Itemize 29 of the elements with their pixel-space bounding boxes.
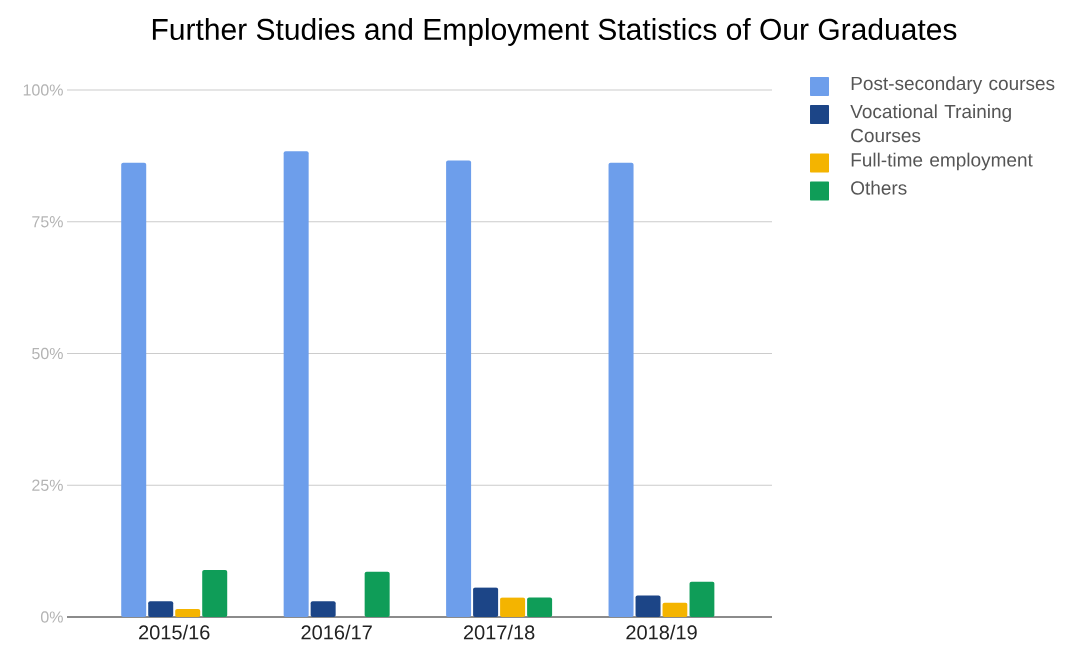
- y-tick-label: 0%: [40, 611, 63, 623]
- bar: [527, 597, 553, 617]
- bar: [310, 601, 336, 617]
- bar: [121, 162, 147, 617]
- bar: [283, 151, 309, 617]
- bar: [662, 602, 688, 617]
- legend-label: Vocational Training Courses: [850, 104, 1011, 143]
- x-tick-label: 2015/16: [139, 624, 210, 640]
- x-tick-label: 2017/18: [463, 624, 535, 640]
- chart-title: Further Studies and Employment Statistics of Our Graduates: [152, 18, 957, 46]
- x-tick-label: 2018/19: [626, 624, 697, 640]
- legend-label: Others: [851, 180, 907, 195]
- bar: [175, 609, 201, 617]
- bar: [446, 160, 472, 617]
- bar: [148, 601, 174, 617]
- y-tick-label: 50%: [32, 347, 63, 360]
- bar: [608, 162, 634, 617]
- legend-label: Post-secondary courses: [851, 76, 1055, 94]
- bar: [500, 597, 526, 617]
- bar: [473, 587, 499, 617]
- x-tick-label: 2016/17: [301, 624, 372, 640]
- bar: [202, 570, 228, 617]
- y-tick-label: 100%: [23, 84, 63, 96]
- legend-label: Full-time employment: [851, 152, 1033, 171]
- bar: [689, 581, 715, 617]
- y-tick-label: 75%: [32, 216, 63, 228]
- bar: [364, 571, 390, 617]
- y-tick-label: 25%: [32, 479, 63, 491]
- bar: [635, 595, 661, 617]
